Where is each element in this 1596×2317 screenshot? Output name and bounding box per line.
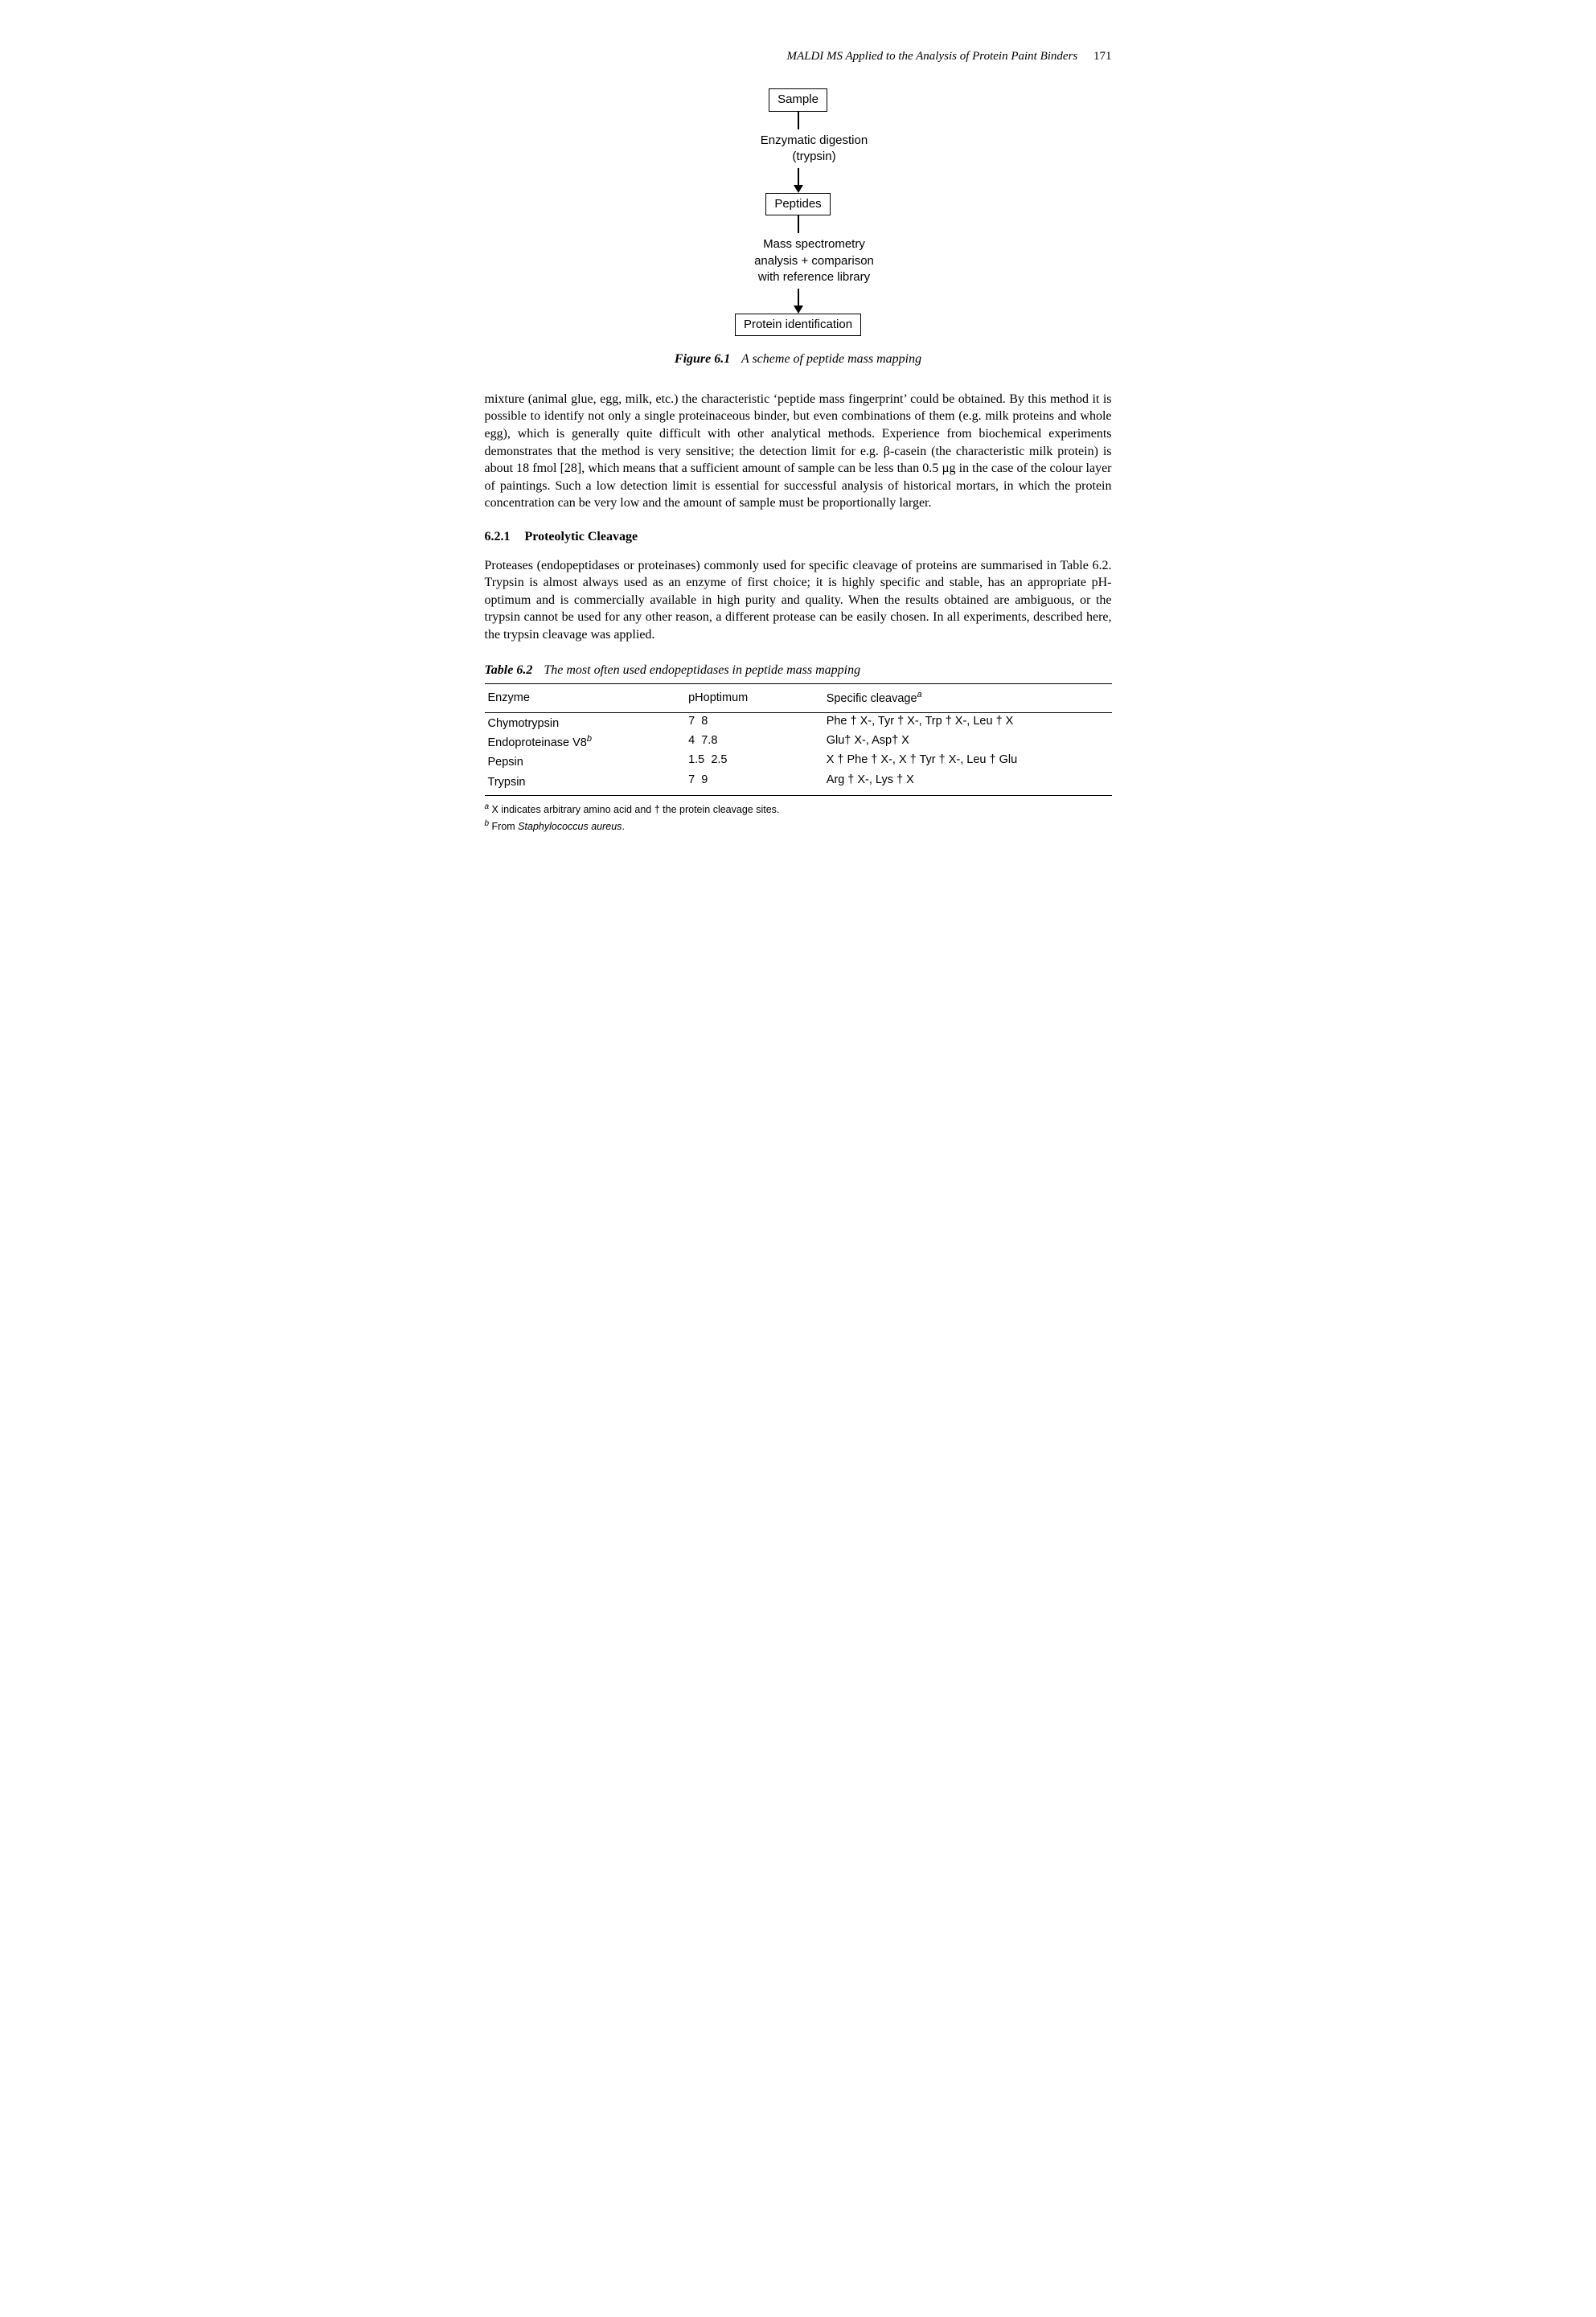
section-title: Proteolytic Cleavage [525,530,638,543]
table-caption: Table 6.2 The most often used endopeptid… [485,662,1112,679]
flowchart: Sample Enzymatic digestion (trypsin) Pep… [485,88,1112,336]
flow-edge-2 [798,215,799,233]
table-row: Endoproteinase V8b 4 7.8 Glu† X‐, Asp† X [485,732,1112,752]
table-row: Trypsin 7 9 Arg † X‐, Lys † X [485,772,1112,796]
table-header-row: Enzyme pHoptimum Specific cleavagea [485,684,1112,712]
flow-edge-2-label: Mass spectrometry analysis + comparison … [754,236,874,285]
arrow-icon [794,289,803,314]
flow-edge-1 [798,112,799,129]
table-row: Chymotrypsin 7 8 Phe † X‐, Tyr † X‐, Trp… [485,712,1112,732]
figure-caption: Figure 6.1 A scheme of peptide mass mapp… [485,351,1112,368]
body-paragraph-1: mixture (animal glue, egg, milk, etc.) t… [485,391,1112,512]
table-footnotes: a X indicates arbitrary amino acid and †… [485,801,1112,835]
page-header: MALDI MS Applied to the Analysis of Prot… [485,48,1112,64]
flow-edge-1-label: Enzymatic digestion (trypsin) [761,133,868,166]
col-cleavage: Specific cleavagea [823,684,1112,712]
page-number: 171 [1093,50,1112,63]
flow-node-sample: Sample [769,88,827,111]
footnote-b: b From Staphylococcus aureus. [485,818,1112,835]
table-caption-text: The most often used endopeptidases in pe… [544,663,860,677]
section-heading: 6.2.1 Proteolytic Cleavage [485,528,1112,546]
table-row: Pepsin 1.5 2.5 X † Phe † X‐, X † Tyr † X… [485,752,1112,771]
flow-node-protein-id: Protein identification [735,314,861,336]
figure-label: Figure 6.1 [675,352,730,366]
figure-caption-text: A scheme of peptide mass mapping [741,352,921,366]
body-paragraph-2: Proteases (endopeptidases or proteinases… [485,557,1112,644]
flow-node-peptides: Peptides [765,193,830,215]
table-label: Table 6.2 [485,663,533,677]
footnote-a: a X indicates arbitrary amino acid and †… [485,801,1112,818]
endopeptidase-table: Enzyme pHoptimum Specific cleavagea Chym… [485,683,1112,796]
section-number: 6.2.1 [485,530,511,543]
col-enzyme: Enzyme [485,684,686,712]
arrow-icon [794,168,803,193]
col-ph: pHoptimum [685,684,823,712]
header-title: MALDI MS Applied to the Analysis of Prot… [786,50,1077,63]
